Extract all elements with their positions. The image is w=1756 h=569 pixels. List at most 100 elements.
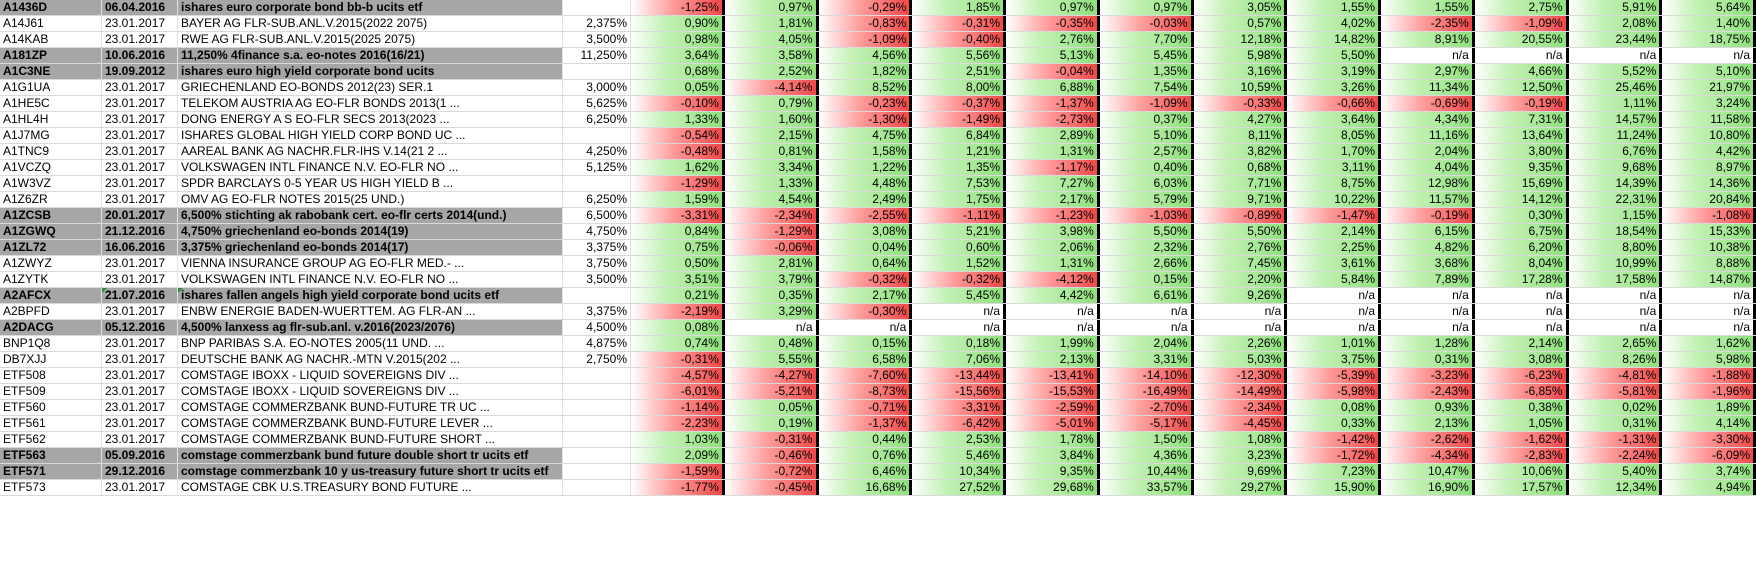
cell-performance[interactable]: 17,57% [1474,480,1569,495]
cell-performance[interactable]: -1,17% [1006,160,1100,175]
cell-performance[interactable]: 5,50% [1193,224,1288,239]
cell-performance[interactable]: 8,11% [1193,128,1288,143]
cell-performance[interactable]: -3,31% [912,400,1006,415]
cell-id[interactable]: A2DACG [0,320,102,335]
cell-rate[interactable]: 6,250% [563,192,631,207]
cell-performance[interactable]: 0,57% [1193,16,1288,31]
cell-performance[interactable]: 5,50% [1287,48,1381,63]
cell-performance[interactable]: 0,33% [1287,416,1381,431]
cell-performance[interactable]: 0,05% [631,80,725,95]
cell-performance[interactable]: 8,26% [1568,352,1663,367]
cell-performance[interactable]: 8,97% [1662,160,1756,175]
cell-id[interactable]: ETF560 [0,400,102,415]
cell-id[interactable]: A1ZWYZ [0,256,102,271]
cell-performance[interactable]: 0,15% [818,336,913,351]
cell-performance[interactable]: 1,70% [1287,144,1381,159]
cell-performance[interactable]: -1,11% [912,208,1006,223]
cell-performance[interactable]: 0,08% [1287,400,1381,415]
cell-performance[interactable]: 2,66% [1099,256,1194,271]
cell-performance[interactable]: n/a [912,304,1006,319]
cell-date[interactable]: 23.01.2017 [102,32,178,47]
cell-performance[interactable]: 10,59% [1193,80,1288,95]
cell-performance[interactable]: n/a [1474,48,1569,63]
cell-date[interactable]: 29.12.2016 [102,464,178,479]
cell-performance[interactable]: 2,49% [818,192,913,207]
cell-performance[interactable]: -2,70% [1099,400,1194,415]
cell-performance[interactable]: 4,75% [818,128,913,143]
cell-name[interactable]: COMSTAGE IBOXX - LIQUID SOVEREIGNS DIV .… [178,368,563,383]
cell-performance[interactable]: -0,37% [912,96,1006,111]
cell-performance[interactable]: 12,18% [1193,32,1288,47]
cell-date[interactable]: 23.01.2017 [102,192,178,207]
cell-performance[interactable]: 1,31% [1006,256,1100,271]
cell-performance[interactable]: 20,84% [1662,192,1756,207]
cell-performance[interactable]: 7,06% [912,352,1006,367]
cell-performance[interactable]: 3,61% [1287,256,1381,271]
cell-performance[interactable]: 3,11% [1287,160,1381,175]
cell-performance[interactable]: 4,42% [1006,288,1100,303]
cell-performance[interactable]: 7,54% [1099,80,1194,95]
cell-name[interactable]: VOLKSWAGEN INTL FINANCE N.V. EO-FLR NO .… [178,272,563,287]
cell-performance[interactable]: 3,08% [818,224,913,239]
cell-id[interactable]: ETF508 [0,368,102,383]
cell-performance[interactable]: 17,28% [1474,272,1569,287]
cell-performance[interactable]: -0,71% [818,400,913,415]
cell-performance[interactable]: 1,60% [724,112,819,127]
cell-id[interactable]: A1ZGWQ [0,224,102,239]
cell-performance[interactable]: -16,49% [1099,384,1194,399]
cell-performance[interactable]: 9,68% [1568,160,1663,175]
cell-performance[interactable]: 15,69% [1474,176,1569,191]
cell-performance[interactable]: 3,68% [1381,256,1475,271]
cell-performance[interactable]: 12,98% [1381,176,1475,191]
cell-date[interactable]: 19.09.2012 [102,64,178,79]
cell-name[interactable]: comstage commerzbank 10 y us-treasury fu… [178,464,563,479]
cell-rate[interactable]: 4,250% [563,144,631,159]
cell-id[interactable]: A14KAB [0,32,102,47]
cell-performance[interactable]: 2,04% [1381,144,1475,159]
cell-performance[interactable]: 10,47% [1381,464,1475,479]
cell-rate[interactable] [563,128,631,143]
cell-performance[interactable]: 8,80% [1568,240,1663,255]
cell-performance[interactable]: -0,29% [818,0,913,15]
cell-performance[interactable]: 0,02% [1568,400,1663,415]
cell-performance[interactable]: 3,08% [1474,352,1569,367]
cell-performance[interactable]: -5,21% [724,384,819,399]
cell-performance[interactable]: 8,91% [1381,32,1475,47]
cell-performance[interactable]: -6,09% [1662,448,1756,463]
cell-performance[interactable]: 5,03% [1193,352,1288,367]
cell-rate[interactable]: 6,250% [563,112,631,127]
cell-performance[interactable]: 4,48% [818,176,913,191]
cell-performance[interactable]: -14,10% [1099,368,1194,383]
cell-id[interactable]: A1C3NE [0,64,102,79]
cell-date[interactable]: 06.04.2016 [102,0,178,15]
cell-performance[interactable]: -7,60% [818,368,913,383]
cell-performance[interactable]: -1,42% [1287,432,1381,447]
cell-performance[interactable]: 2,32% [1099,240,1194,255]
cell-performance[interactable]: 3,75% [1287,352,1381,367]
cell-date[interactable]: 05.09.2016 [102,448,178,463]
cell-performance[interactable]: -1,37% [818,416,913,431]
cell-performance[interactable]: 3,79% [724,272,819,287]
cell-performance[interactable]: 9,69% [1193,464,1288,479]
cell-performance[interactable]: -1,09% [1474,16,1569,31]
cell-rate[interactable]: 3,000% [563,80,631,95]
cell-performance[interactable]: 4,94% [1662,480,1756,495]
cell-performance[interactable]: -13,41% [1006,368,1100,383]
cell-performance[interactable]: -2,35% [1381,16,1475,31]
cell-performance[interactable]: 3,51% [631,272,725,287]
cell-name[interactable]: ISHARES GLOBAL HIGH YIELD CORP BOND UC .… [178,128,563,143]
cell-performance[interactable]: -2,19% [631,304,725,319]
cell-performance[interactable]: 1,21% [912,144,1006,159]
cell-rate[interactable] [563,464,631,479]
cell-performance[interactable]: 5,56% [912,48,1006,63]
cell-performance[interactable]: 0,90% [631,16,725,31]
cell-performance[interactable]: 2,17% [818,288,913,303]
cell-performance[interactable]: -0,89% [1193,208,1288,223]
cell-id[interactable]: ETF509 [0,384,102,399]
cell-name[interactable]: ishares euro corporate bond bb-b ucits e… [178,0,563,15]
cell-performance[interactable]: 4,05% [724,32,819,47]
cell-performance[interactable]: 5,52% [1568,64,1663,79]
cell-performance[interactable]: -1,62% [1474,432,1569,447]
cell-rate[interactable]: 3,500% [563,32,631,47]
cell-performance[interactable]: -2,83% [1474,448,1569,463]
